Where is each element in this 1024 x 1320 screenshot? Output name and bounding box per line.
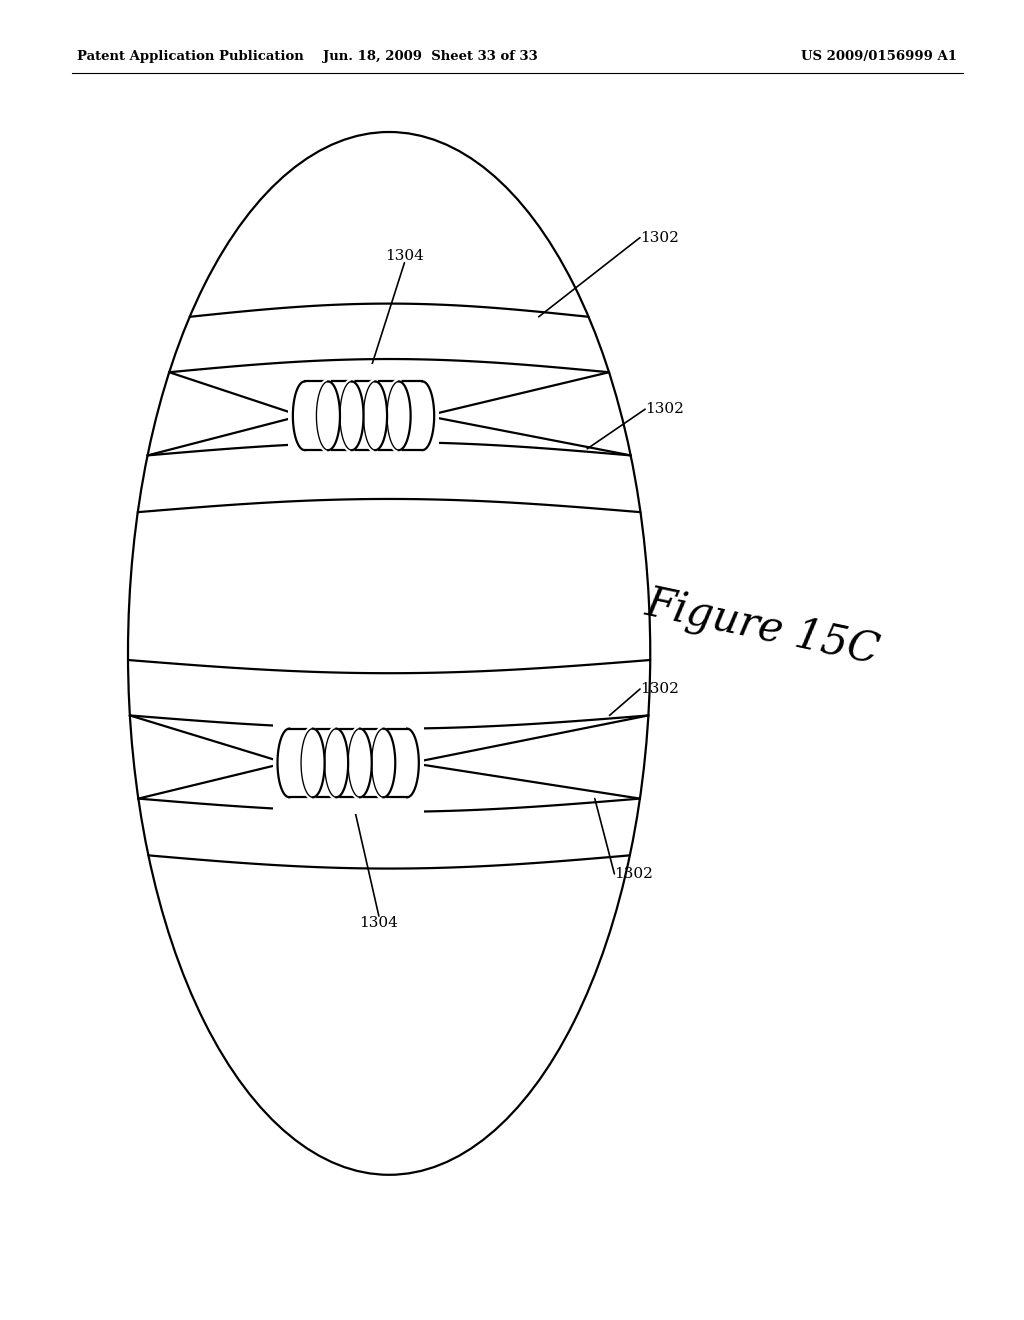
- Text: 1302: 1302: [640, 231, 679, 244]
- Text: 1304: 1304: [385, 248, 424, 263]
- Text: US 2009/0156999 A1: US 2009/0156999 A1: [802, 50, 957, 63]
- Bar: [272, 711, 424, 814]
- Text: Patent Application Publication: Patent Application Publication: [77, 50, 303, 63]
- Text: 1302: 1302: [645, 403, 684, 416]
- Bar: [288, 364, 439, 467]
- Text: 1302: 1302: [640, 682, 679, 696]
- Text: Figure 15C: Figure 15C: [642, 582, 884, 672]
- Text: 1304: 1304: [359, 916, 398, 931]
- Text: Jun. 18, 2009  Sheet 33 of 33: Jun. 18, 2009 Sheet 33 of 33: [323, 50, 538, 63]
- Text: 1302: 1302: [614, 867, 653, 880]
